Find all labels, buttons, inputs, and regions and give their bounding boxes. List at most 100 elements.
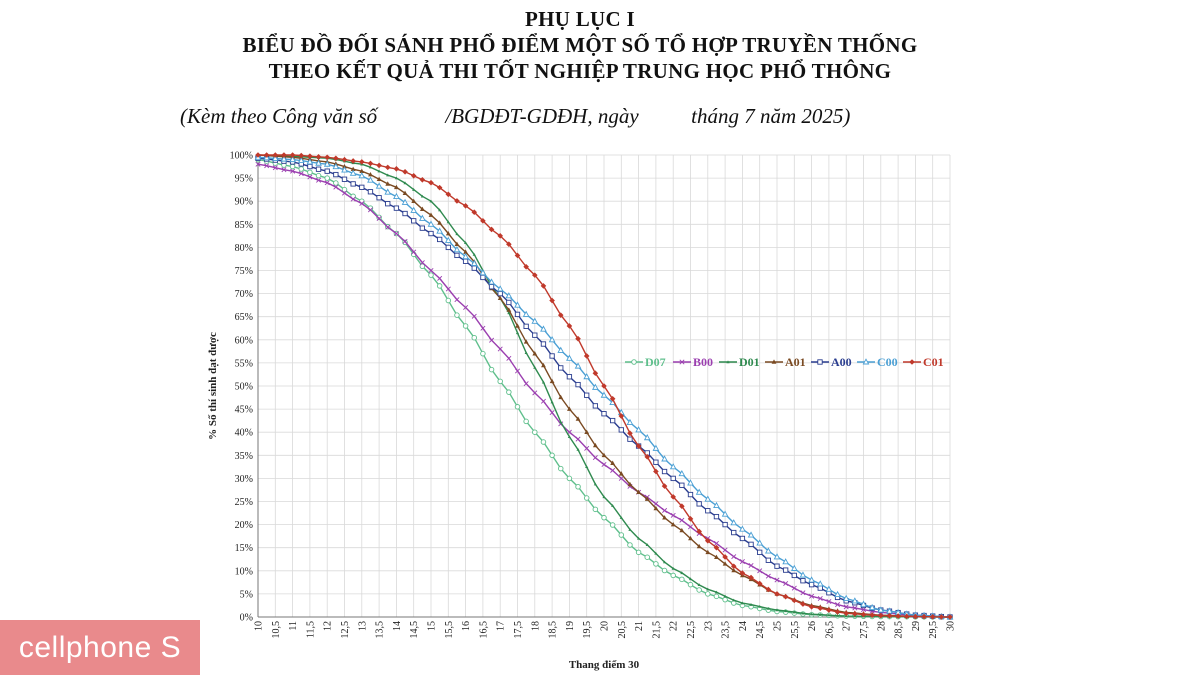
data-point: [324, 154, 330, 161]
data-point: [731, 554, 737, 560]
data-point: [323, 160, 331, 167]
data-point: [436, 184, 443, 191]
data-point: [635, 443, 642, 449]
data-point: [386, 173, 390, 177]
data-point: [680, 571, 684, 575]
x-tick-label: 13,5: [375, 621, 386, 639]
data-point: [497, 290, 503, 297]
legend-label: B00: [693, 355, 713, 369]
y-tick-label: 30%: [235, 474, 253, 485]
data-point: [748, 562, 754, 569]
data-point: [480, 274, 486, 281]
data-point: [714, 590, 719, 594]
data-point: [697, 583, 701, 587]
legend-item-b00: B00: [673, 355, 713, 369]
x-tick-label: 16: [461, 621, 472, 631]
data-point: [497, 295, 503, 301]
x-tick-label: 10,5: [271, 621, 282, 639]
data-point: [895, 613, 901, 619]
data-point: [705, 549, 711, 555]
data-point: [592, 455, 598, 461]
x-tick-label: 29: [911, 621, 922, 631]
data-point: [566, 475, 573, 482]
data-point: [791, 585, 797, 591]
x-tick-label: 19: [565, 621, 576, 631]
data-point: [359, 168, 365, 173]
data-point: [706, 587, 710, 591]
data-point: [455, 232, 459, 236]
data-point: [662, 515, 667, 520]
data-point: [835, 602, 841, 608]
data-point: [575, 416, 581, 421]
data-point: [376, 216, 382, 222]
data-point: [532, 272, 538, 278]
data-point: [774, 591, 780, 597]
data-point: [376, 195, 382, 201]
data-point: [713, 544, 720, 551]
data-point: [410, 172, 417, 179]
y-tick-label: 60%: [235, 335, 253, 346]
data-point: [480, 350, 486, 357]
data-point: [307, 153, 313, 159]
data-point: [549, 452, 555, 459]
data-point: [695, 488, 703, 495]
data-point: [419, 225, 425, 231]
data-point: [592, 370, 599, 377]
data-point: [730, 519, 738, 526]
data-point: [385, 224, 391, 230]
x-tick-label: 26: [807, 621, 818, 631]
data-point: [410, 206, 418, 213]
data-point: [592, 442, 598, 448]
data-point: [653, 501, 659, 507]
data-point: [488, 284, 495, 290]
data-point: [661, 455, 668, 462]
chart-legend: D07 B00 D01 A01 A00 C00 C01: [625, 355, 944, 369]
data-point: [445, 244, 451, 251]
data-point: [732, 598, 736, 602]
data-point: [782, 593, 789, 600]
data-point: [583, 373, 591, 380]
data-point: [670, 475, 676, 482]
y-tick-label: 0%: [240, 613, 253, 624]
data-point: [402, 190, 408, 196]
y-tick-label: 25%: [235, 497, 253, 508]
data-point: [653, 505, 659, 511]
data-point: [436, 227, 444, 234]
data-point: [576, 447, 580, 451]
data-point: [298, 171, 304, 177]
data-point: [816, 580, 824, 587]
data-point: [523, 418, 529, 425]
data-point: [809, 593, 815, 599]
data-point: [653, 468, 659, 475]
data-point: [826, 599, 832, 605]
x-tick-label: 17,5: [513, 621, 524, 639]
data-point: [393, 231, 399, 237]
data-point: [584, 445, 590, 451]
data-point: [661, 483, 668, 489]
data-point: [722, 547, 728, 553]
data-point: [419, 206, 425, 211]
data-point: [315, 166, 322, 172]
data-point: [705, 508, 711, 514]
data-point: [635, 549, 642, 556]
data-point: [428, 212, 434, 217]
legend-label: C01: [923, 355, 944, 369]
data-point: [558, 465, 564, 472]
data-point: [549, 410, 555, 416]
legend-label: C00: [877, 355, 898, 369]
data-point: [584, 429, 590, 434]
data-point: [523, 381, 529, 387]
data-point: [611, 504, 615, 507]
y-tick-label: 20%: [235, 520, 253, 531]
y-tick-label: 15%: [235, 543, 253, 554]
y-axis-label: % Số thí sinh đạt được: [207, 332, 219, 440]
data-point: [445, 297, 452, 304]
y-tick-label: 5%: [240, 589, 253, 600]
data-point: [341, 166, 348, 173]
data-point: [600, 391, 608, 398]
data-point: [540, 439, 547, 445]
data-point: [705, 537, 711, 544]
data-point: [748, 541, 754, 548]
data-point: [618, 413, 625, 419]
x-tick-label: 30: [946, 621, 957, 631]
